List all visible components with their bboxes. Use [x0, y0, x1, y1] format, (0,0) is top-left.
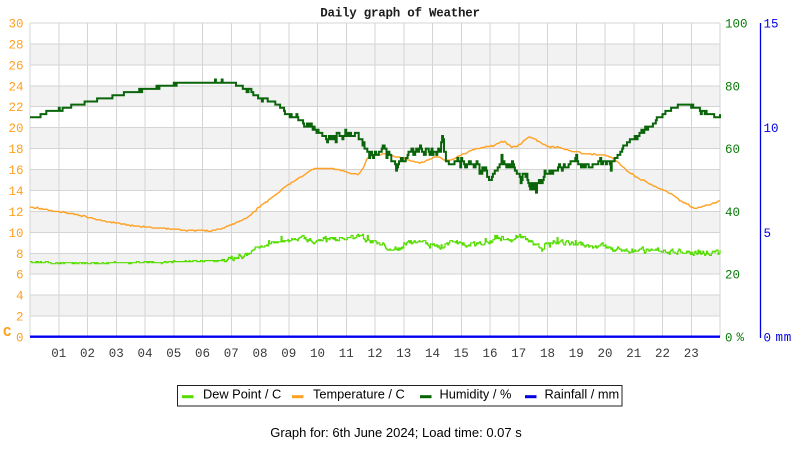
svg-text:08: 08: [252, 347, 267, 361]
svg-text:18: 18: [540, 347, 555, 361]
svg-text:60: 60: [725, 143, 740, 157]
svg-text:14: 14: [425, 347, 440, 361]
svg-text:22: 22: [655, 347, 670, 361]
svg-text:24: 24: [8, 80, 23, 94]
svg-text:Temperature / C: Temperature / C: [313, 387, 405, 402]
svg-text:28: 28: [8, 38, 23, 52]
svg-text:13: 13: [396, 347, 411, 361]
svg-text:12: 12: [367, 347, 382, 361]
svg-text:09: 09: [281, 347, 296, 361]
svg-text:11: 11: [339, 347, 354, 361]
svg-text:10: 10: [764, 122, 779, 136]
svg-text:Graph for: 6th June 2024; Load: Graph for: 6th June 2024; Load time: 0.0…: [270, 425, 522, 440]
svg-text:80: 80: [725, 80, 740, 94]
svg-text:12: 12: [8, 206, 23, 220]
svg-text:04: 04: [137, 347, 152, 361]
svg-text:6: 6: [16, 269, 24, 283]
svg-text:19: 19: [569, 347, 584, 361]
svg-text:02: 02: [80, 347, 95, 361]
svg-text:20: 20: [597, 347, 612, 361]
svg-text:22: 22: [8, 101, 23, 115]
svg-text:2: 2: [16, 311, 24, 325]
svg-text:23: 23: [684, 347, 699, 361]
svg-text:40: 40: [725, 206, 740, 220]
svg-text:Humidity / %: Humidity / %: [440, 387, 512, 402]
svg-text:Rainfall / mm: Rainfall / mm: [545, 387, 620, 402]
svg-text:01: 01: [51, 347, 66, 361]
svg-text:14: 14: [8, 185, 23, 199]
svg-text:8: 8: [16, 248, 24, 262]
svg-text:C: C: [3, 325, 12, 341]
svg-text:05: 05: [166, 347, 181, 361]
svg-text:0: 0: [725, 332, 733, 346]
svg-text:4: 4: [16, 290, 24, 304]
svg-text:Daily graph of Weather: Daily graph of Weather: [320, 7, 480, 21]
svg-text:10: 10: [8, 227, 23, 241]
svg-text:21: 21: [626, 347, 641, 361]
svg-text:26: 26: [8, 59, 23, 73]
svg-text:0: 0: [764, 332, 772, 346]
svg-text:100: 100: [725, 18, 748, 32]
svg-text:Dew Point / C: Dew Point / C: [203, 387, 281, 402]
svg-text:0: 0: [16, 332, 24, 346]
svg-text:%: %: [737, 331, 745, 345]
svg-text:30: 30: [8, 18, 23, 32]
svg-text:mm: mm: [776, 331, 793, 345]
svg-text:20: 20: [8, 122, 23, 136]
svg-text:16: 16: [482, 347, 497, 361]
svg-text:07: 07: [224, 347, 239, 361]
svg-text:17: 17: [511, 347, 526, 361]
svg-text:20: 20: [725, 269, 740, 283]
svg-text:16: 16: [8, 164, 23, 178]
svg-text:15: 15: [764, 18, 779, 32]
svg-text:10: 10: [310, 347, 325, 361]
svg-text:03: 03: [109, 347, 124, 361]
svg-text:06: 06: [195, 347, 210, 361]
svg-text:5: 5: [764, 227, 772, 241]
svg-text:15: 15: [454, 347, 469, 361]
svg-text:18: 18: [8, 143, 23, 157]
